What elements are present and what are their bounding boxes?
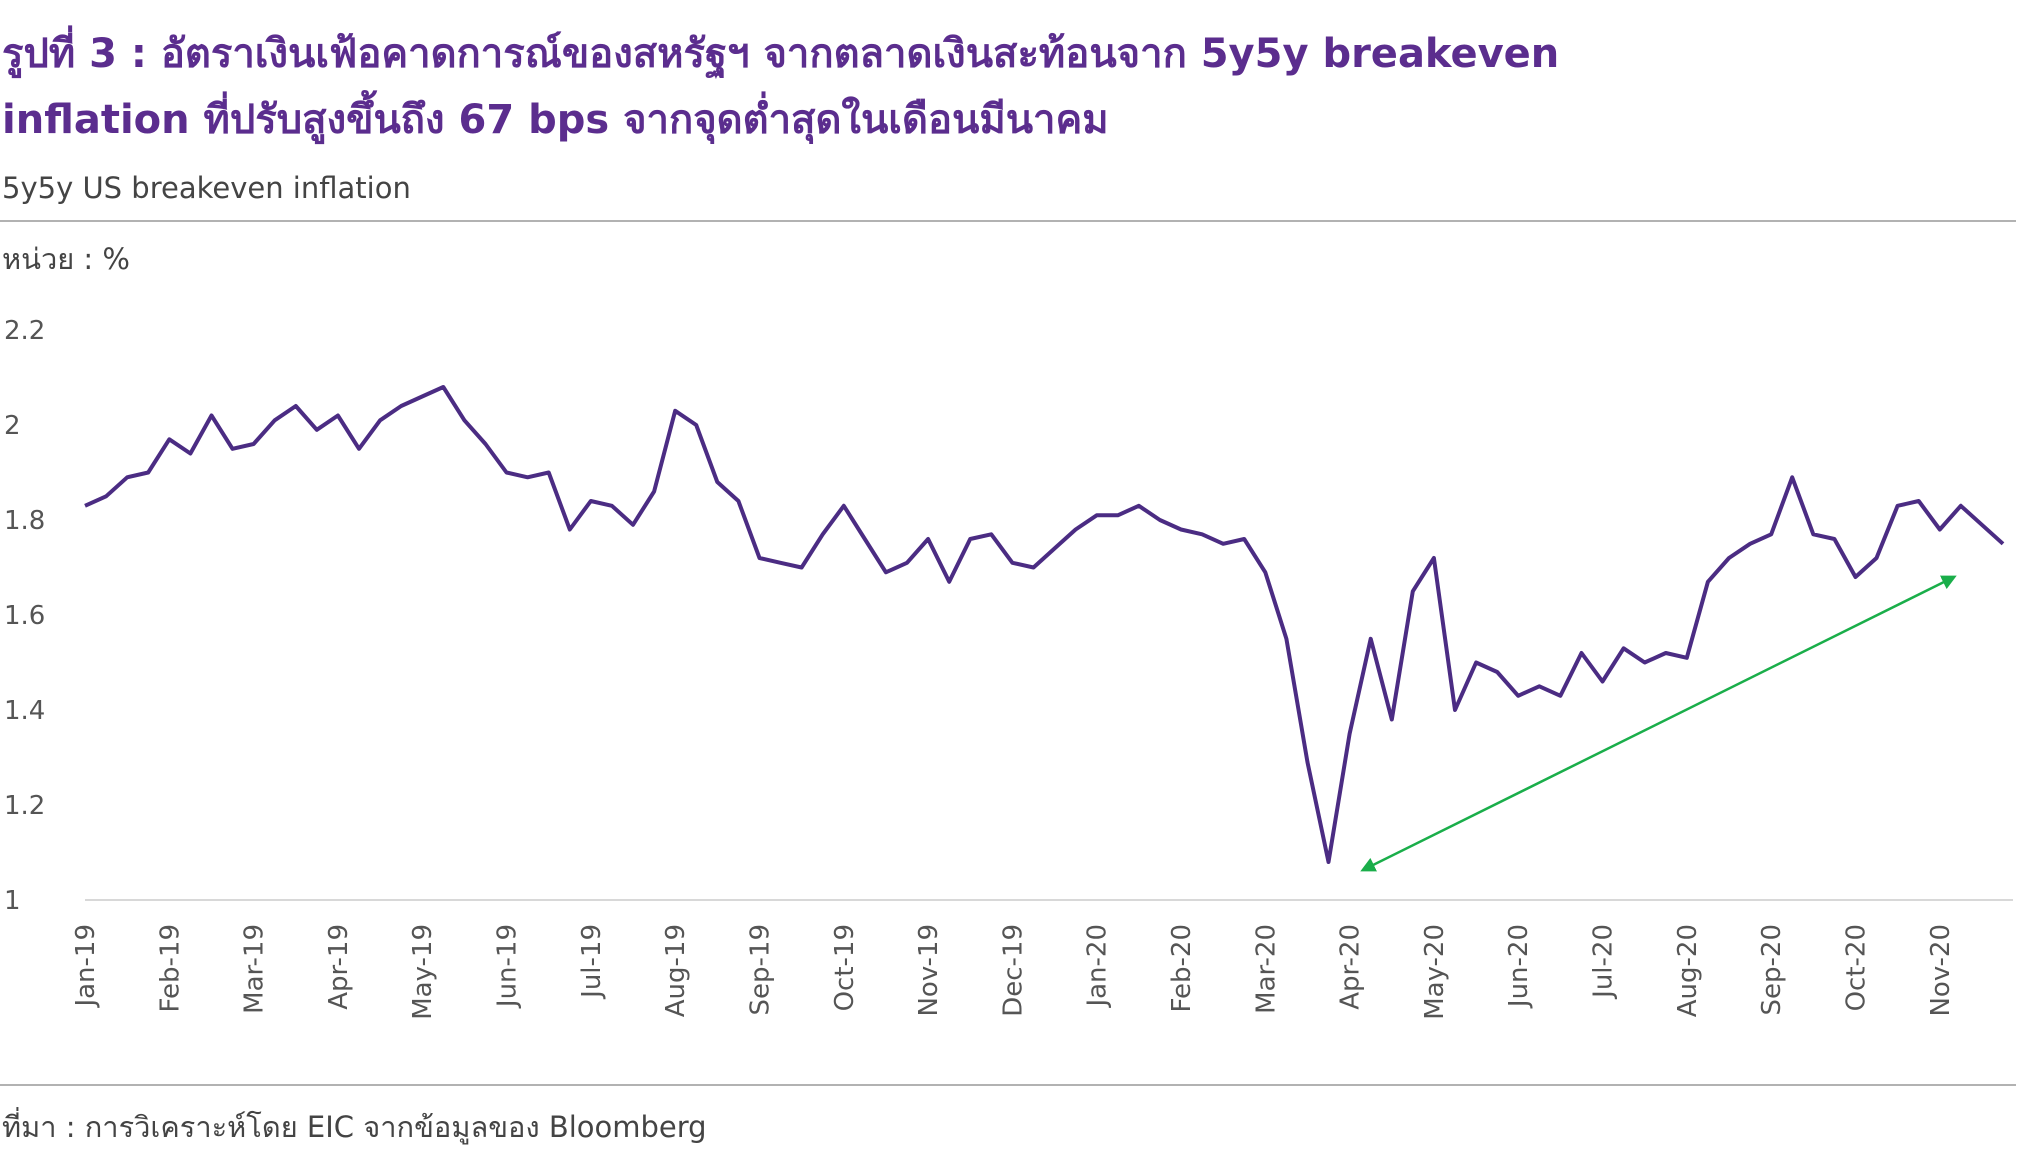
x-tick-label: May-19 <box>408 924 438 1020</box>
y-tick-label: 1.8 <box>4 506 45 536</box>
x-tick-label: Mar-19 <box>240 924 270 1014</box>
x-tick-label: Oct-20 <box>1841 924 1871 1011</box>
x-tick-label: Feb-20 <box>1167 924 1197 1013</box>
y-tick-label: 1.4 <box>4 696 45 726</box>
x-tick-label: Jun-20 <box>1504 924 1534 1009</box>
y-tick-label: 2.2 <box>4 316 45 346</box>
chart-title: inflation ที่ปรับสูงขึ้นถึง 67 bps จากจุ… <box>2 90 1109 145</box>
x-tick-label: Nov-20 <box>1926 924 1956 1017</box>
source: ที่มา : การวิเคราะห์โดย EIC จากข้อมูลของ… <box>2 1107 707 1145</box>
y-tick-label: 1.2 <box>4 791 45 821</box>
x-tick-label: Apr-19 <box>324 924 354 1010</box>
unit-label: หน่วย : % <box>2 242 130 276</box>
y-tick-label: 2 <box>4 411 21 441</box>
x-tick-label: Mar-20 <box>1251 924 1281 1014</box>
chart-subtitle: 5y5y US breakeven inflation <box>2 171 411 205</box>
x-tick-label: Aug-19 <box>661 924 691 1017</box>
y-tick-label: 1 <box>4 886 21 916</box>
x-tick-label: Apr-20 <box>1336 924 1366 1010</box>
chart-title: รูปที่ 3 : อัตราเงินเฟ้อคาดการณ์ของสหรัฐ… <box>2 25 1559 80</box>
x-tick-label: Jun-19 <box>493 924 523 1009</box>
x-tick-label: Feb-19 <box>155 924 185 1013</box>
data-line <box>84 385 2005 864</box>
x-tick-label: Jan-19 <box>71 924 101 1009</box>
trend-arrow <box>1360 575 1957 872</box>
x-tick-label: Oct-19 <box>830 924 860 1011</box>
x-tick-label: Jan-20 <box>1083 924 1113 1009</box>
x-tick-label: Dec-19 <box>998 924 1028 1017</box>
x-tick-label: Aug-20 <box>1673 924 1703 1017</box>
x-tick-label: Sep-20 <box>1757 924 1787 1015</box>
y-tick-label: 1.6 <box>4 601 45 631</box>
x-tick-label: Nov-19 <box>914 924 944 1017</box>
x-tick-label: Jul-20 <box>1589 924 1619 1000</box>
x-tick-label: Jul-19 <box>577 924 607 1000</box>
x-tick-label: Sep-19 <box>745 924 775 1015</box>
x-tick-label: May-20 <box>1420 924 1450 1020</box>
